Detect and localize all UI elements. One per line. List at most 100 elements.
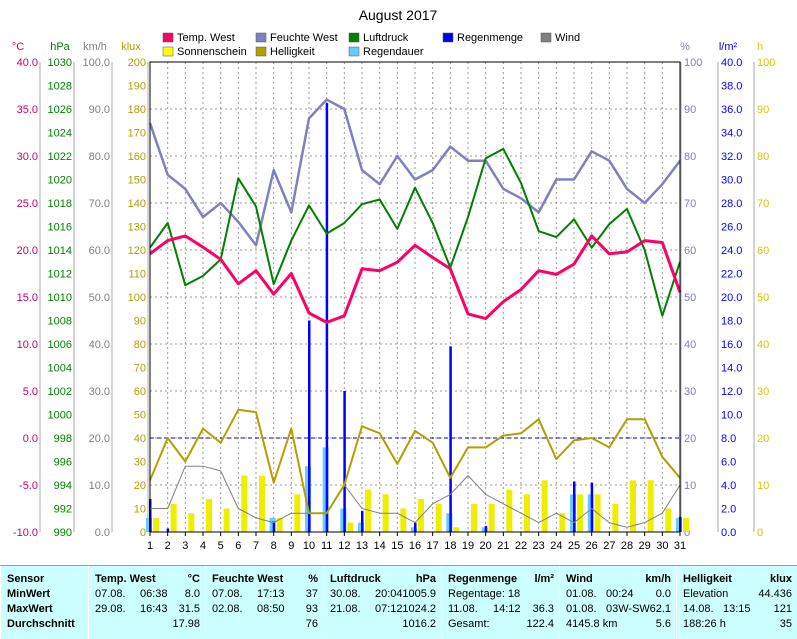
tick-label-wind: 80.0 <box>89 151 110 163</box>
legend-swatch <box>255 46 267 57</box>
legend: Temp. West Feuchte West Luftdruck Regenmeng… <box>162 32 580 58</box>
x-tick-label: 1 <box>147 540 153 552</box>
bar-sonnenschein <box>665 508 672 532</box>
tick-label-brightness: 190 <box>128 81 146 93</box>
stats-date: 01.08. <box>566 588 597 600</box>
x-tick-label: 15 <box>391 540 403 552</box>
stats-date: 29.08. <box>95 603 126 615</box>
x-axis-ticks: 1 2 3 4 5 6 7 8 9 10 11 12 13 14 15 16 17 18 19 20 21 22 23 24 2… <box>147 532 686 552</box>
unit-pressure: hPa <box>50 41 70 53</box>
bar-sonnenschein <box>223 508 230 532</box>
tick-label-brightness: 0 <box>140 527 146 539</box>
stats-total-label: Gesamt: <box>448 618 490 630</box>
tick-label-percent: 60 <box>684 245 696 257</box>
bar-sonnenschein <box>453 527 460 532</box>
stats-date: 14.08. <box>683 603 714 615</box>
legend-swatch <box>348 32 360 43</box>
x-tick-label: 13 <box>356 540 368 552</box>
x-tick-label: 7 <box>253 540 259 552</box>
tick-label-temp: -10.0 <box>13 527 38 539</box>
legend-label: Regenmenge <box>457 32 523 44</box>
line-wind <box>150 465 681 528</box>
x-tick-label: 27 <box>603 540 615 552</box>
tick-label-percent: 30 <box>684 386 696 398</box>
tick-label-pressure: 1030 <box>48 57 72 69</box>
bar-sonnenschein <box>506 489 513 532</box>
tick-label-brightness: 110 <box>128 269 146 281</box>
tick-label-pressure: 1000 <box>48 410 72 422</box>
chart-title: August 2017 <box>359 7 438 23</box>
stats-header: Luftdruck <box>330 573 381 585</box>
tick-label-rain: 26.0 <box>721 222 742 234</box>
unit-brightness: klux <box>121 41 141 53</box>
tick-label-pressure: 1010 <box>48 292 72 304</box>
stats-time: 13:15 <box>723 603 751 615</box>
stats-value: 1005.9 <box>402 588 436 600</box>
stats-header: Regenmenge <box>448 573 518 585</box>
tick-label-rain: 6.0 <box>721 457 736 469</box>
tick-label-wind: 30.0 <box>89 386 110 398</box>
unit-percent: % <box>680 41 690 53</box>
bar-sonnenschein <box>541 480 548 532</box>
legend-label: Luftdruck <box>363 32 409 44</box>
tick-label-percent: 70 <box>684 198 696 210</box>
bar-regenmenge <box>484 526 488 532</box>
bar-sonnenschein <box>435 503 442 532</box>
tick-label-brightness: 90 <box>134 316 146 328</box>
x-tick-label: 5 <box>218 540 224 552</box>
bar-regenmenge <box>414 522 417 532</box>
tick-label-brightness: 180 <box>128 104 146 116</box>
statistics-panel: Sensor MinWert MaxWert Durchschnitt Temp… <box>0 565 797 639</box>
tick-label-hours: 30 <box>757 386 769 398</box>
bar-regenmenge <box>325 103 329 532</box>
tick-label-temp: 25.0 <box>17 198 38 210</box>
x-tick-label: 22 <box>515 540 527 552</box>
x-tick-label: 2 <box>165 540 171 552</box>
tick-label-pressure: 1020 <box>48 175 72 187</box>
tick-label-percent: 90 <box>684 104 696 116</box>
tick-label-hours: 100 <box>757 57 775 69</box>
bar-sonnenschein <box>683 517 689 532</box>
legend-swatch <box>162 46 174 57</box>
stats-value: 31.5 <box>178 603 200 615</box>
tick-label-rain: 8.0 <box>721 433 736 445</box>
x-tick-label: 16 <box>409 540 421 552</box>
stats-value: 93 <box>305 603 318 615</box>
tick-label-wind: 70.0 <box>89 198 110 210</box>
stats-time: 07:12 <box>375 603 403 615</box>
tick-label-rain: 20.0 <box>721 292 742 304</box>
tick-label-hours: 40 <box>757 339 769 351</box>
x-tick-label: 9 <box>288 540 294 552</box>
chart-background <box>0 0 797 565</box>
stats-value: 122.4 <box>526 618 554 630</box>
unit-rain: l/m² <box>719 41 738 53</box>
tick-label-rain: 30.0 <box>721 175 742 187</box>
tick-label-pressure: 996 <box>54 457 72 469</box>
stats-unit: klux <box>769 573 792 585</box>
tick-label-pressure: 992 <box>54 504 72 516</box>
x-tick-label: 25 <box>568 540 580 552</box>
stats-col-temp: Temp. West °C 07.08. 06:38 8.0 29.08. 16:43 3… <box>88 566 206 639</box>
x-tick-label: 14 <box>374 540 386 552</box>
tick-label-pressure: 1024 <box>48 128 72 140</box>
stats-date: 11.08. <box>448 603 478 615</box>
stats-unit: hPa <box>415 573 436 585</box>
tick-label-brightness: 20 <box>134 480 146 492</box>
bar-regenmenge <box>166 528 170 532</box>
tick-label-rain: 38.0 <box>721 81 742 93</box>
tick-label-brightness: 30 <box>134 457 146 469</box>
legend-swatch <box>162 32 174 43</box>
bar-sonnenschein <box>488 503 495 532</box>
tick-label-rain: 22.0 <box>721 269 742 281</box>
tick-label-brightness: 60 <box>134 386 146 398</box>
x-tick-label: 19 <box>462 540 474 552</box>
tick-label-pressure: 1028 <box>48 81 72 93</box>
stats-time: 16:43 <box>140 603 168 615</box>
tick-label-wind: 60.0 <box>89 245 110 257</box>
stats-time: 00:24 <box>606 588 634 600</box>
tick-label-brightness: 160 <box>128 151 146 163</box>
stats-value: 1024.2 <box>402 603 436 615</box>
tick-label-brightness: 140 <box>128 198 146 210</box>
tick-label-temp: 40.0 <box>17 57 38 69</box>
bar-regenmenge <box>590 482 594 532</box>
